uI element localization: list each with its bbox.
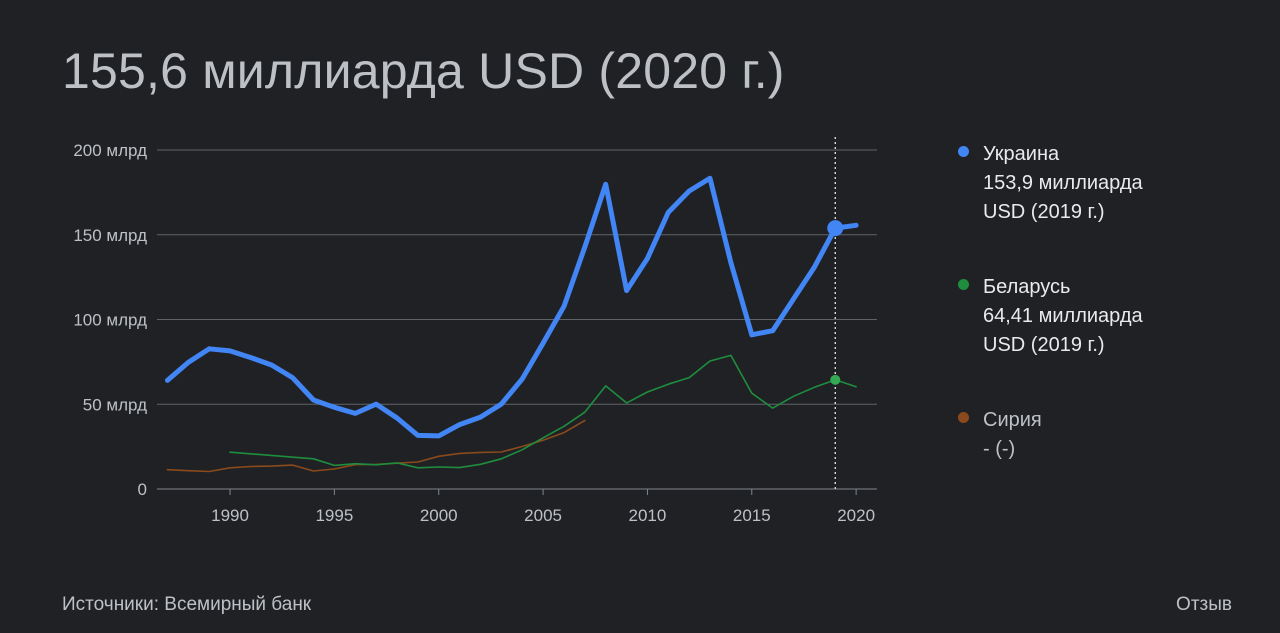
x-tick-label: 2015: [733, 506, 771, 525]
hover-cursor: [827, 137, 844, 489]
series-line-ukraine: [164, 175, 859, 439]
legend-text-ukraine: Украина 153,9 миллиарда USD (2019 г.): [983, 140, 1143, 227]
y-tick-label: 100 млрд: [73, 311, 147, 330]
feedback-link[interactable]: Отзыв: [1176, 594, 1232, 615]
legend-value: 153,9 миллиарда: [983, 172, 1143, 194]
x-tick-label: 1990: [211, 506, 249, 525]
sources-text: Источники: Всемирный банк: [62, 594, 312, 615]
legend-value-year: USD (2019 г.): [983, 201, 1105, 223]
legend-dot-ukraine: [958, 146, 969, 157]
legend-name: Украина: [983, 143, 1060, 165]
series-lines[interactable]: [164, 175, 859, 473]
legend-text-syria: Сирия - (-): [983, 406, 1042, 464]
y-tick-label: 0: [138, 480, 147, 499]
legend-value-year: USD (2019 г.): [983, 334, 1105, 356]
x-axis-labels: 1990 1995 2000 2005 2010 2015 2020: [211, 506, 875, 525]
legend-dot-belarus: [958, 279, 969, 290]
x-tick-label: 2020: [837, 506, 875, 525]
legend-value: - (-): [983, 438, 1016, 460]
x-tick-label: 2005: [524, 506, 562, 525]
grid-lines: [157, 149, 877, 495]
legend-name: Беларусь: [983, 276, 1071, 298]
x-tick-label: 2000: [420, 506, 458, 525]
cursor-point-ukraine: [827, 220, 844, 237]
y-tick-label: 150 млрд: [73, 226, 147, 245]
series-line-belarus: [229, 354, 857, 469]
legend-text-belarus: Беларусь 64,41 миллиарда USD (2019 г.): [983, 273, 1143, 360]
cursor-point-belarus: [830, 374, 841, 385]
series-line-syria: [166, 419, 586, 473]
y-tick-label: 50 млрд: [83, 395, 147, 414]
legend-name: Сирия: [983, 409, 1042, 431]
x-tick-label: 1995: [315, 506, 353, 525]
legend-dot-syria: [958, 412, 969, 423]
page-title: 155,6 миллиарда USD (2020 г.): [62, 43, 785, 99]
x-tick-label: 2010: [629, 506, 667, 525]
legend-value: 64,41 миллиарда: [983, 305, 1143, 327]
y-tick-label: 200 млрд: [73, 141, 147, 160]
y-axis-labels: 0 50 млрд 100 млрд 150 млрд 200 млрд: [73, 141, 147, 499]
